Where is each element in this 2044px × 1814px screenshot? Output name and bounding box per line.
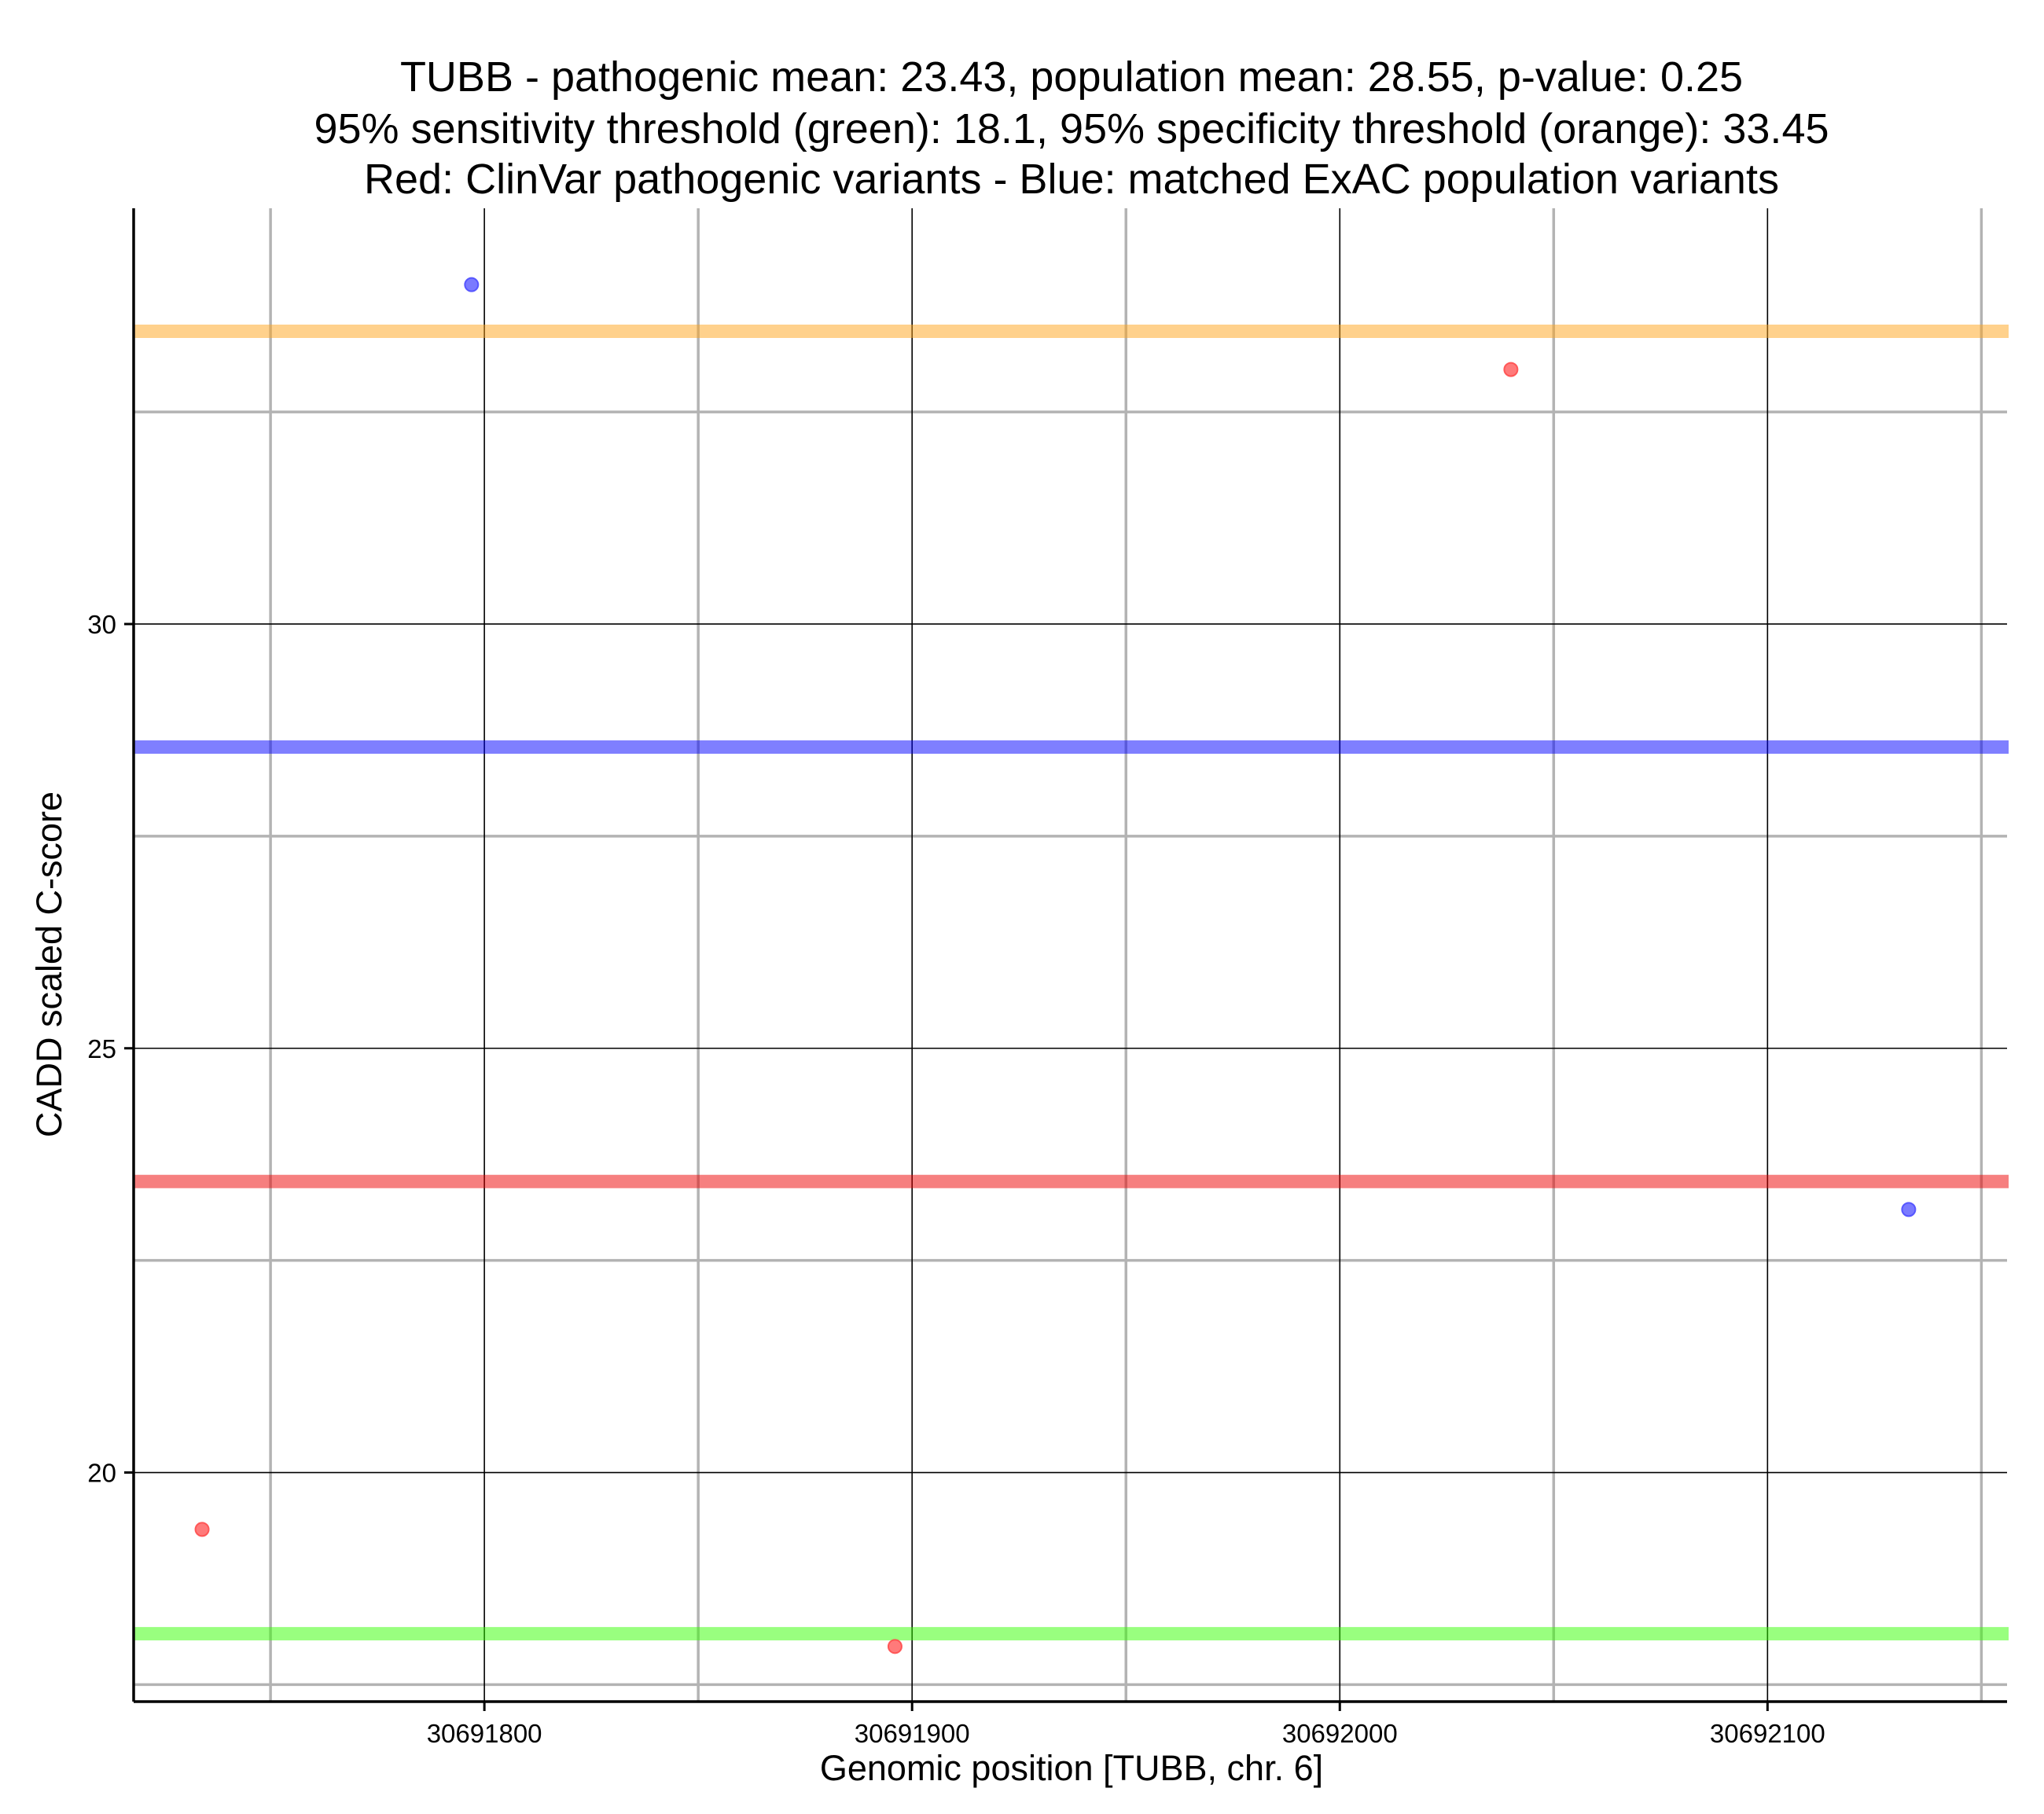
x-tick-label: 30692000 xyxy=(1282,1719,1398,1748)
reference-lines xyxy=(134,325,2009,1641)
axes xyxy=(132,208,2007,1703)
pathogenic-point-3 xyxy=(1503,362,1519,377)
title-line-3: Red: ClinVar pathogenic variants - Blue:… xyxy=(364,156,1779,203)
title-line-2: 95% sensitivity threshold (green): 18.1,… xyxy=(314,105,1829,152)
y-tick-label: 30 xyxy=(87,610,116,639)
pathogenic-point-2 xyxy=(887,1639,903,1654)
data-points xyxy=(194,277,1917,1654)
x-axis-title: Genomic position [TUBB, chr. 6] xyxy=(820,1748,1323,1788)
x-tick-label: 30691800 xyxy=(427,1719,542,1748)
x-tick-label: 30692100 xyxy=(1710,1719,1825,1748)
pathogenic-point-1 xyxy=(194,1522,210,1537)
population-point-1 xyxy=(464,277,480,292)
tick-labels: 30691800 30691900 30692000 30692100 20 25 30 xyxy=(87,610,1825,1748)
chart-title: TUBB - pathogenic mean: 23.43, populatio… xyxy=(314,53,1829,203)
title-line-1: TUBB - pathogenic mean: 23.43, populatio… xyxy=(400,53,1743,101)
population-point-2 xyxy=(1901,1202,1917,1217)
x-tick-label: 30691900 xyxy=(855,1719,970,1748)
y-tick-label: 25 xyxy=(87,1034,116,1063)
grid-lines xyxy=(134,208,2007,1702)
y-axis-title: CADD scaled C-score xyxy=(29,791,69,1137)
y-tick-label: 20 xyxy=(87,1459,116,1488)
